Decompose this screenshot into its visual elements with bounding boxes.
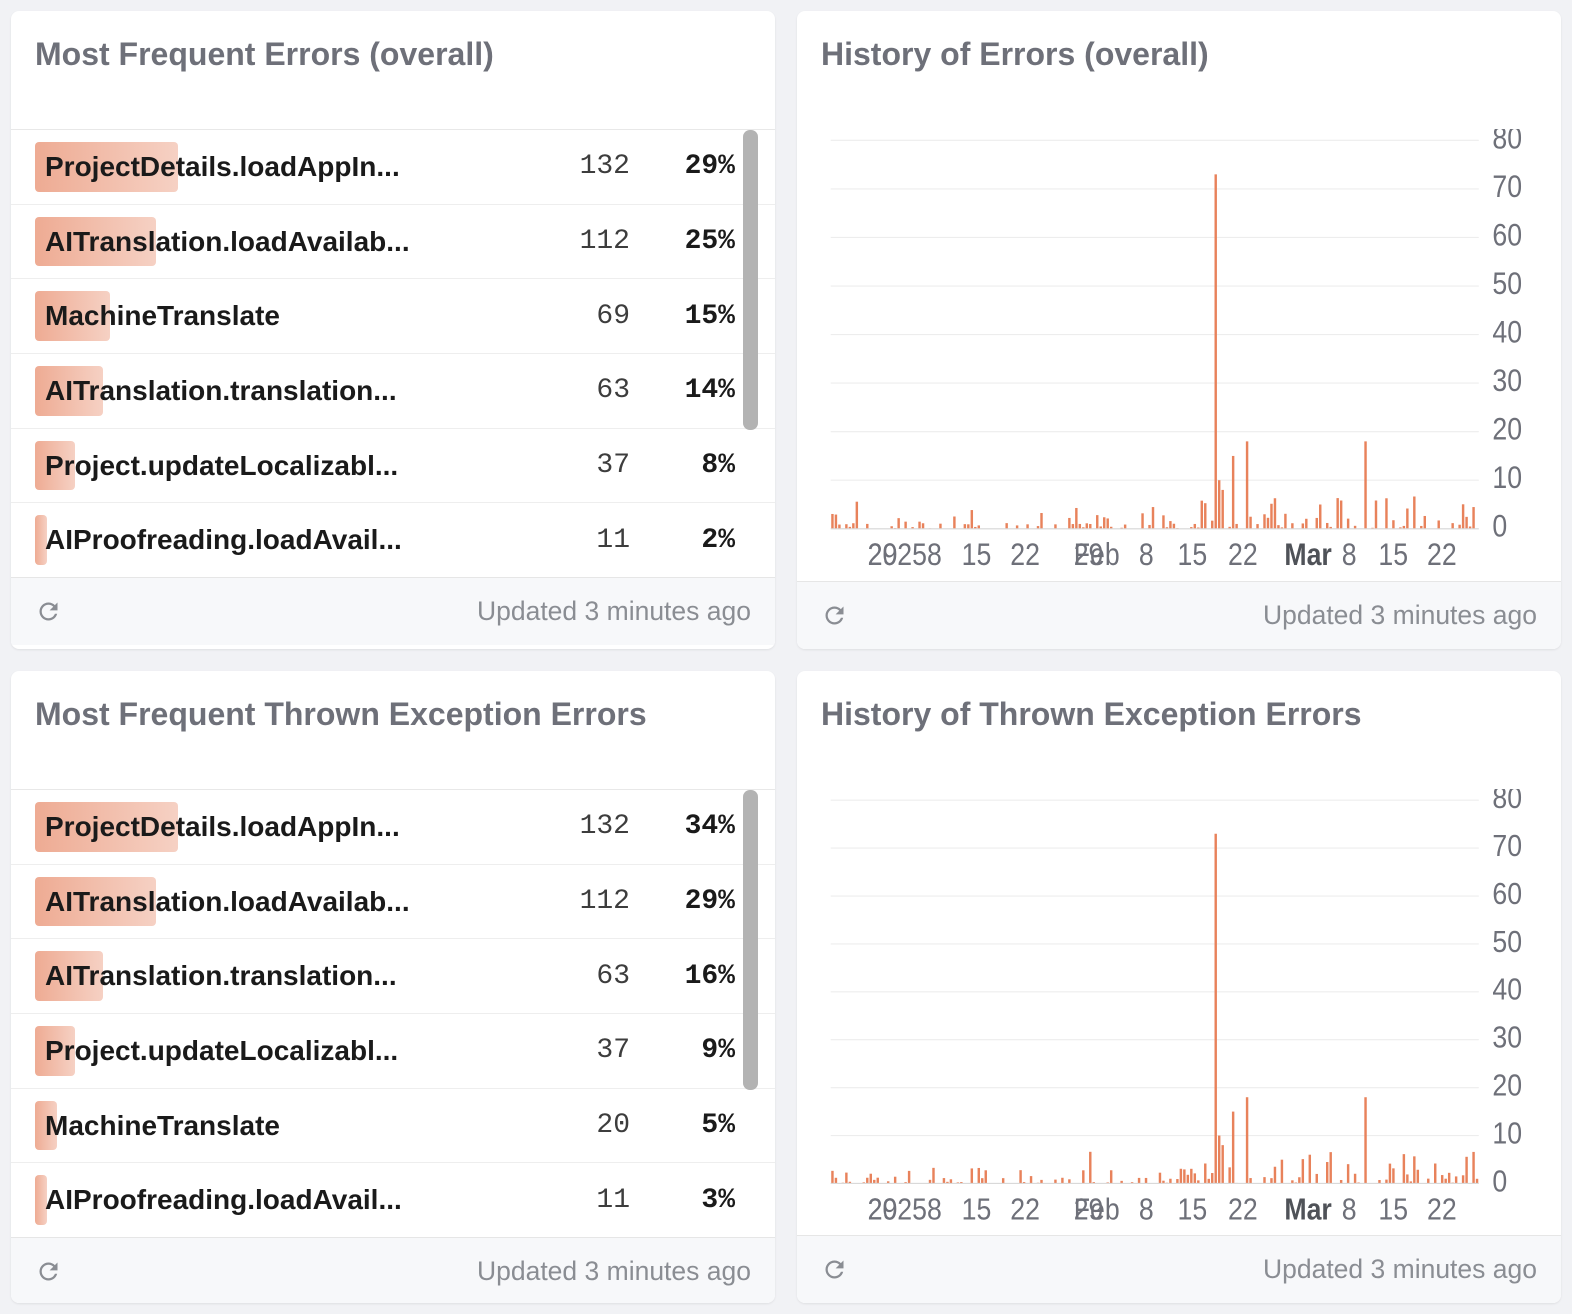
svg-text:22: 22 — [1427, 1193, 1457, 1227]
svg-text:0: 0 — [1492, 1165, 1507, 1199]
svg-text:40: 40 — [1492, 973, 1522, 1007]
svg-text:2025: 2025 — [868, 538, 927, 572]
svg-text:15: 15 — [1378, 1193, 1408, 1227]
svg-text:8: 8 — [1139, 1193, 1154, 1227]
svg-text:Mar: Mar — [1284, 538, 1331, 572]
svg-text:Feb: Feb — [1074, 1193, 1120, 1227]
svg-text:15: 15 — [962, 538, 992, 572]
svg-text:8: 8 — [1342, 1193, 1357, 1227]
svg-text:22: 22 — [1010, 1193, 1040, 1227]
svg-text:60: 60 — [1492, 877, 1522, 911]
svg-text:22: 22 — [1228, 538, 1258, 572]
svg-text:22: 22 — [1010, 538, 1040, 572]
svg-text:15: 15 — [1177, 538, 1207, 572]
svg-text:20: 20 — [1492, 1069, 1522, 1103]
svg-text:40: 40 — [1492, 316, 1522, 350]
svg-text:10: 10 — [1492, 1117, 1522, 1151]
svg-text:30: 30 — [1492, 1021, 1522, 1055]
svg-text:8: 8 — [927, 538, 942, 572]
svg-text:50: 50 — [1492, 267, 1522, 301]
svg-text:Feb: Feb — [1074, 538, 1120, 572]
svg-text:2025: 2025 — [868, 1193, 927, 1227]
svg-text:60: 60 — [1492, 219, 1522, 253]
svg-text:80: 80 — [1492, 129, 1522, 156]
svg-text:30: 30 — [1492, 364, 1522, 398]
svg-text:8: 8 — [1139, 538, 1154, 572]
svg-text:80: 80 — [1492, 789, 1522, 816]
svg-text:22: 22 — [1427, 538, 1457, 572]
svg-text:20: 20 — [1492, 413, 1522, 447]
svg-text:15: 15 — [962, 1193, 992, 1227]
svg-text:Mar: Mar — [1284, 1193, 1331, 1227]
svg-text:70: 70 — [1492, 829, 1522, 863]
svg-text:0: 0 — [1492, 510, 1507, 544]
svg-text:8: 8 — [927, 1193, 942, 1227]
svg-text:8: 8 — [1342, 538, 1357, 572]
svg-text:10: 10 — [1492, 461, 1522, 495]
svg-text:70: 70 — [1492, 170, 1522, 204]
svg-text:15: 15 — [1378, 538, 1408, 572]
svg-text:15: 15 — [1177, 1193, 1207, 1227]
svg-text:50: 50 — [1492, 925, 1522, 959]
svg-text:22: 22 — [1228, 1193, 1258, 1227]
